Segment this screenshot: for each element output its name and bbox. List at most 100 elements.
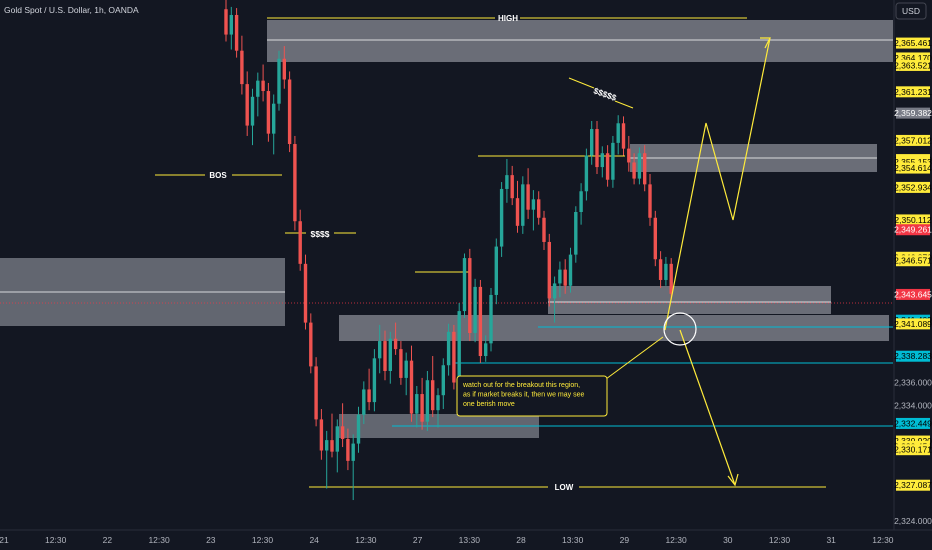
- candle: [234, 8, 239, 58]
- candle: [372, 349, 377, 412]
- price-label: 2,364.170: [894, 53, 932, 63]
- price-label-bg: [896, 318, 930, 330]
- candle: [240, 35, 244, 95]
- price-label: 2,343.645: [894, 289, 932, 299]
- candle-body: [229, 14, 233, 35]
- candle: [346, 428, 350, 471]
- candle-body: [388, 338, 392, 371]
- candle-body: [627, 148, 631, 163]
- candle: [431, 356, 435, 418]
- candle: [669, 258, 673, 300]
- candle-body: [590, 129, 594, 156]
- candle: [287, 71, 292, 153]
- candle: [605, 145, 610, 187]
- candle: [335, 419, 339, 473]
- candle: [309, 313, 313, 374]
- candle-body: [441, 365, 445, 396]
- candle-body: [224, 9, 228, 35]
- bullish-projection-path[interactable]: [664, 37, 771, 331]
- candle: [325, 430, 329, 489]
- bearish-projection-path[interactable]: [679, 329, 736, 486]
- candle: [621, 116, 626, 156]
- price-label: 2,363.521: [894, 60, 932, 70]
- candle-body: [277, 58, 281, 104]
- candlestick-series: [224, 0, 673, 501]
- candle-body: [648, 184, 652, 218]
- candle-body: [484, 343, 488, 357]
- candle: [616, 115, 620, 155]
- candle: [558, 261, 562, 298]
- candle: [600, 146, 604, 178]
- callout-text-line: one berish move: [463, 401, 515, 408]
- time-tick: 12:30: [665, 535, 687, 545]
- time-tick: 13:30: [459, 535, 481, 545]
- candle-body: [637, 153, 642, 179]
- candle-body: [462, 258, 467, 312]
- bos-label: BOS: [209, 171, 227, 180]
- candle-body: [287, 79, 292, 145]
- candle-body: [600, 153, 604, 168]
- candle: [340, 403, 345, 448]
- candle: [425, 371, 430, 431]
- price-label: 2,341.089: [894, 319, 932, 329]
- candle-body: [531, 199, 536, 210]
- candle: [452, 324, 456, 390]
- candle-body: [521, 184, 525, 226]
- breakout-zone[interactable]: [339, 315, 889, 341]
- candle-body: [669, 263, 673, 294]
- candle: [521, 176, 525, 234]
- zone-current[interactable]: [548, 286, 831, 314]
- price-label-bg: [896, 86, 930, 98]
- candle-body: [356, 414, 361, 444]
- candle-body: [494, 246, 498, 295]
- candle-body: [478, 286, 483, 357]
- candle-body: [595, 129, 599, 168]
- price-label-bg: [896, 214, 930, 226]
- time-tick: 23: [206, 535, 216, 545]
- candle-body: [505, 175, 509, 189]
- candle: [515, 180, 520, 233]
- candle-body: [616, 123, 620, 143]
- candle-body: [234, 14, 239, 51]
- candle: [563, 259, 567, 294]
- time-tick: 31: [826, 535, 836, 545]
- candle: [653, 210, 657, 267]
- candle-body: [526, 184, 530, 210]
- candle-body: [367, 389, 371, 403]
- candle: [446, 323, 451, 376]
- candle-body: [383, 341, 387, 371]
- candle: [611, 135, 615, 188]
- candle: [298, 209, 302, 271]
- candle: [351, 434, 355, 501]
- candle-body: [335, 426, 339, 452]
- liq-line-top-b: [614, 100, 634, 109]
- time-axis[interactable]: 21 12:30 22 12:30 23 12:30 24 12:30 27 13:30 28 13:…: [0, 535, 894, 545]
- candle-body: [468, 258, 472, 333]
- currency-button[interactable]: [895, 2, 927, 20]
- candle-body: [653, 217, 657, 260]
- candle: [250, 88, 255, 146]
- callout-box[interactable]: [456, 375, 608, 417]
- candle-body: [399, 349, 403, 378]
- candle-body: [558, 269, 562, 284]
- liquidity-label-left: $$$$: [311, 229, 330, 239]
- breakout-circle[interactable]: [663, 312, 697, 346]
- candle: [415, 385, 419, 428]
- supply-zone-top[interactable]: [267, 20, 893, 62]
- candle: [399, 341, 403, 385]
- price-label: 2,346.571: [894, 256, 932, 266]
- price-label: 2,361.231: [894, 87, 932, 97]
- candle: [367, 368, 371, 411]
- price-label-bg: [896, 162, 930, 174]
- candle-body: [393, 338, 398, 350]
- candle: [362, 381, 366, 424]
- price-label-bg: [896, 59, 930, 71]
- candle: [409, 345, 414, 422]
- candle-body: [319, 419, 324, 451]
- candle: [664, 256, 668, 286]
- candle-body: [293, 144, 297, 222]
- candle-body: [256, 80, 260, 97]
- time-tick: 21: [0, 535, 9, 545]
